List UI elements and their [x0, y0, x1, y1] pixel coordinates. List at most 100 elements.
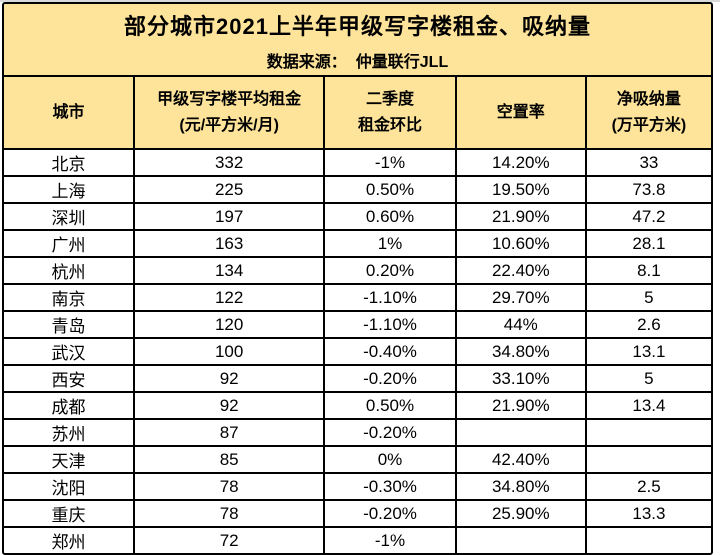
table-cell: 134 — [133, 256, 326, 285]
data-source-value: 仲量联行JLL — [355, 54, 449, 72]
table-row: 深圳 197 0.60% 21.90% 47.2 — [4, 202, 711, 231]
table-cell: 0.60% — [323, 202, 457, 231]
table-cell: 南京 — [4, 283, 136, 312]
table-row: 青岛 120 -1.10% 44% 2.6 — [4, 310, 711, 339]
table-cell: 120 — [133, 310, 326, 339]
table-cell: 0% — [323, 445, 457, 474]
table-cell: 34.80% — [454, 472, 587, 501]
chart-title: 部分城市2021上半年甲级写字楼租金、吸纳量 — [124, 14, 591, 39]
title-block: 部分城市2021上半年甲级写字楼租金、吸纳量 数据来源： 仲量联行JLL — [4, 4, 711, 77]
table-cell: 33.10% — [454, 364, 587, 393]
header-cell-col2: 甲级写字楼平均租金 (元/平方米/月) — [133, 76, 326, 150]
header-cell-col3: 二季度 租金环比 — [323, 76, 457, 150]
header-cell-col4: 空置率 — [454, 76, 587, 150]
table-cell: -1.10% — [323, 283, 457, 312]
table-cell: 苏州 — [4, 418, 136, 447]
table-cell: 郑州 — [4, 526, 136, 553]
table-cell: 1% — [323, 229, 457, 258]
table-cell: 深圳 — [4, 202, 136, 231]
table-cell: 21.90% — [454, 202, 587, 231]
table-cell: -0.30% — [323, 472, 457, 501]
table-cell: 72 — [133, 526, 326, 553]
table-cell: 成都 — [4, 391, 136, 420]
data-source: 数据来源： 仲量联行JLL — [4, 48, 711, 72]
table-row: 西安 92 -0.20% 33.10% 5 — [4, 364, 711, 393]
table-cell — [454, 526, 587, 553]
table-cell: 225 — [133, 175, 326, 204]
table-cell: 197 — [133, 202, 326, 231]
table-row: 沈阳 78 -0.30% 34.80% 2.5 — [4, 472, 711, 501]
table-cell: 332 — [133, 148, 326, 177]
screen-top-edge — [0, 0, 720, 2]
table-cell: 5 — [584, 283, 711, 312]
table-cell: 42.40% — [454, 445, 587, 474]
city-office-table: 城市 甲级写字楼平均租金 (元/平方米/月) 二季度 租金环比 空置率 净吸纳量 (万平方米)… — [4, 76, 711, 553]
header-row: 城市 甲级写字楼平均租金 (元/平方米/月) 二季度 租金环比 空置率 净吸纳量 (万平方米) — [4, 76, 711, 150]
table-cell: 13.1 — [584, 337, 711, 366]
table-row: 杭州 134 0.20% 22.40% 8.1 — [4, 256, 711, 285]
table-cell: 78 — [133, 472, 326, 501]
table-cell: 34.80% — [454, 337, 587, 366]
table-cell: 22.40% — [454, 256, 587, 285]
header-cell-col1: 城市 — [4, 76, 136, 150]
table-cell: 19.50% — [454, 175, 587, 204]
table-cell: 14.20% — [454, 148, 587, 177]
table-cell: 73.8 — [584, 175, 711, 204]
table-cell: 2.5 — [584, 472, 711, 501]
table-cell: 33 — [584, 148, 711, 177]
table-cell: 92 — [133, 364, 326, 393]
table-cell: 25.90% — [454, 499, 587, 528]
table-cell: 47.2 — [584, 202, 711, 231]
table-cell — [454, 418, 587, 447]
table-cell: 100 — [133, 337, 326, 366]
table-row: 南京 122 -1.10% 29.70% 5 — [4, 283, 711, 312]
table-cell: 87 — [133, 418, 326, 447]
table-cell: 青岛 — [4, 310, 136, 339]
table-cell: -1% — [323, 526, 457, 553]
table-row: 天津 85 0% 42.40% — [4, 445, 711, 474]
table-cell: 8.1 — [584, 256, 711, 285]
table-row: 广州 163 1% 10.60% 28.1 — [4, 229, 711, 258]
table-cell: 重庆 — [4, 499, 136, 528]
table-cell: 北京 — [4, 148, 136, 177]
table-row: 北京 332 -1% 14.20% 33 — [4, 148, 711, 177]
table-cell: 78 — [133, 499, 326, 528]
table-cell: 天津 — [4, 445, 136, 474]
table-cell: 21.90% — [454, 391, 587, 420]
table-cell: 29.70% — [454, 283, 587, 312]
table-cell: 0.20% — [323, 256, 457, 285]
table-cell: 163 — [133, 229, 326, 258]
table-cell: 85 — [133, 445, 326, 474]
table-cell: 28.1 — [584, 229, 711, 258]
table-cell: 10.60% — [454, 229, 587, 258]
table-cell: 广州 — [4, 229, 136, 258]
data-source-label: 数据来源： — [266, 54, 347, 72]
table-row: 成都 92 0.50% 21.90% 13.4 — [4, 391, 711, 420]
table-cell: 0.50% — [323, 175, 457, 204]
table-row: 上海 225 0.50% 19.50% 73.8 — [4, 175, 711, 204]
table-row: 武汉 100 -0.40% 34.80% 13.1 — [4, 337, 711, 366]
table-cell: 13.3 — [584, 499, 711, 528]
table-cell: 0.50% — [323, 391, 457, 420]
table-cell: 2.6 — [584, 310, 711, 339]
table-cell: 13.4 — [584, 391, 711, 420]
table-cell: 122 — [133, 283, 326, 312]
table-row: 苏州 87 -0.20% — [4, 418, 711, 447]
table-cell: -0.20% — [323, 499, 457, 528]
table-row: 重庆 78 -0.20% 25.90% 13.3 — [4, 499, 711, 528]
table-cell: -1% — [323, 148, 457, 177]
table-cell: -1.10% — [323, 310, 457, 339]
table-cell — [584, 418, 711, 447]
header-cell-col5: 净吸纳量 (万平方米) — [584, 76, 711, 150]
table-cell — [584, 445, 711, 474]
table-cell — [584, 526, 711, 553]
table-cell: 西安 — [4, 364, 136, 393]
table-cell: 92 — [133, 391, 326, 420]
table-row: 郑州 72 -1% — [4, 526, 711, 553]
table-cell: 5 — [584, 364, 711, 393]
table-cell: -0.20% — [323, 364, 457, 393]
table-cell: -0.20% — [323, 418, 457, 447]
table-cell: 沈阳 — [4, 472, 136, 501]
table-cell: -0.40% — [323, 337, 457, 366]
